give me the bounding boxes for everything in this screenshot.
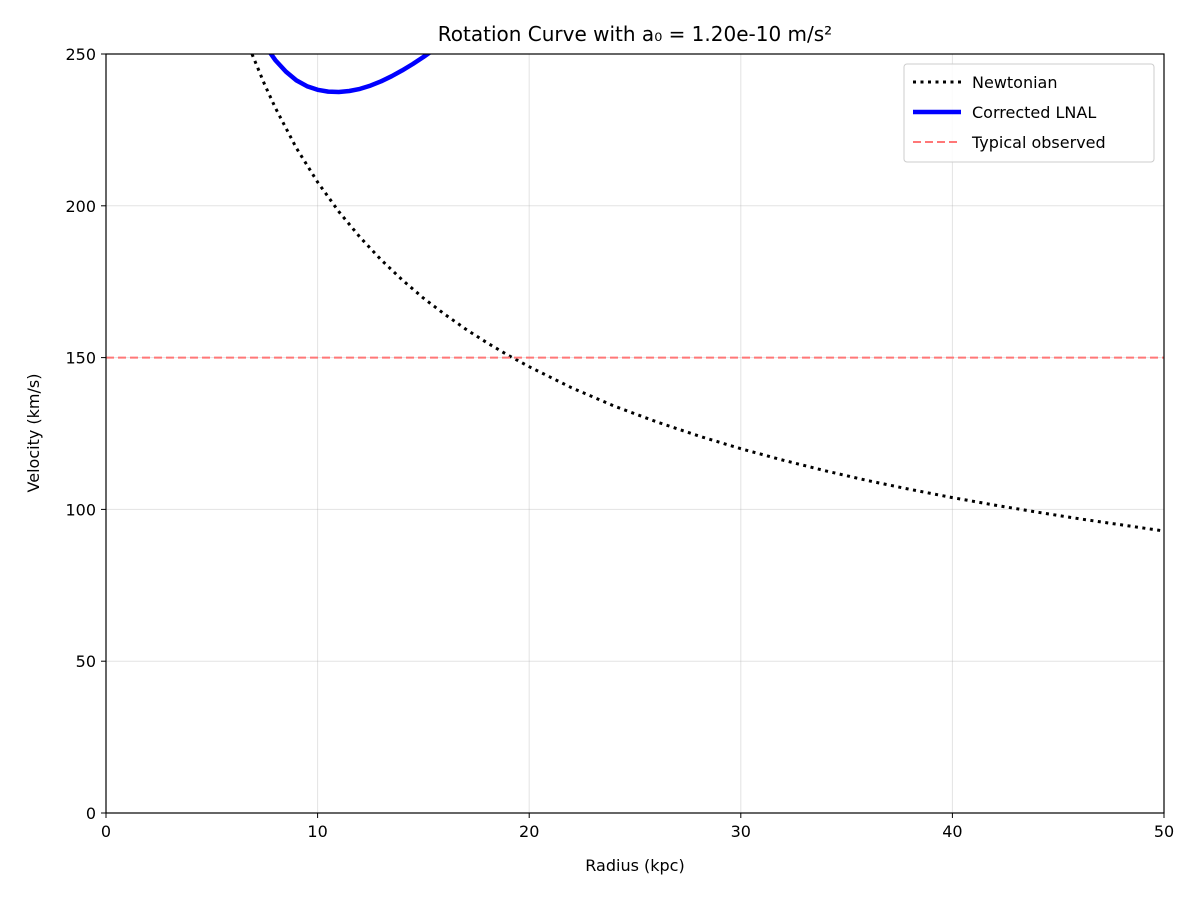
x-tick-label: 10 [307, 822, 327, 841]
series-line-corrected-lnal [268, 54, 432, 95]
y-tick-label: 50 [76, 652, 96, 671]
y-tick-label: 100 [65, 500, 96, 519]
y-axis-label: Velocity (km/s) [24, 374, 43, 493]
x-tick-label: 30 [731, 822, 751, 841]
y-tick-label: 0 [86, 804, 96, 823]
legend-box [903, 63, 1155, 163]
y-axis-ticks: 0 50 100 150 200 250 [65, 45, 106, 823]
axes-frame [105, 53, 1165, 814]
series-line-newtonian [250, 54, 1164, 533]
x-tick-label: 40 [942, 822, 962, 841]
legend-label: Typical observed [971, 133, 1106, 152]
plot-area [106, 54, 1164, 533]
legend: Newtonian Corrected LNAL Typical observed [903, 63, 1155, 163]
chart-title: Rotation Curve with a₀ = 1.20e-10 m/s² [438, 22, 832, 46]
y-tick-label: 250 [65, 45, 96, 64]
x-tick-label: 50 [1154, 822, 1174, 841]
y-tick-label: 150 [65, 349, 96, 368]
y-tick-label: 200 [65, 197, 96, 216]
x-axis-ticks: 0 10 20 30 40 50 [101, 813, 1174, 841]
legend-label: Corrected LNAL [972, 103, 1096, 122]
legend-label: Newtonian [972, 73, 1058, 92]
x-tick-label: 0 [101, 822, 111, 841]
x-tick-label: 20 [519, 822, 539, 841]
grid [105, 53, 1165, 814]
x-axis-label: Radius (kpc) [585, 856, 684, 875]
